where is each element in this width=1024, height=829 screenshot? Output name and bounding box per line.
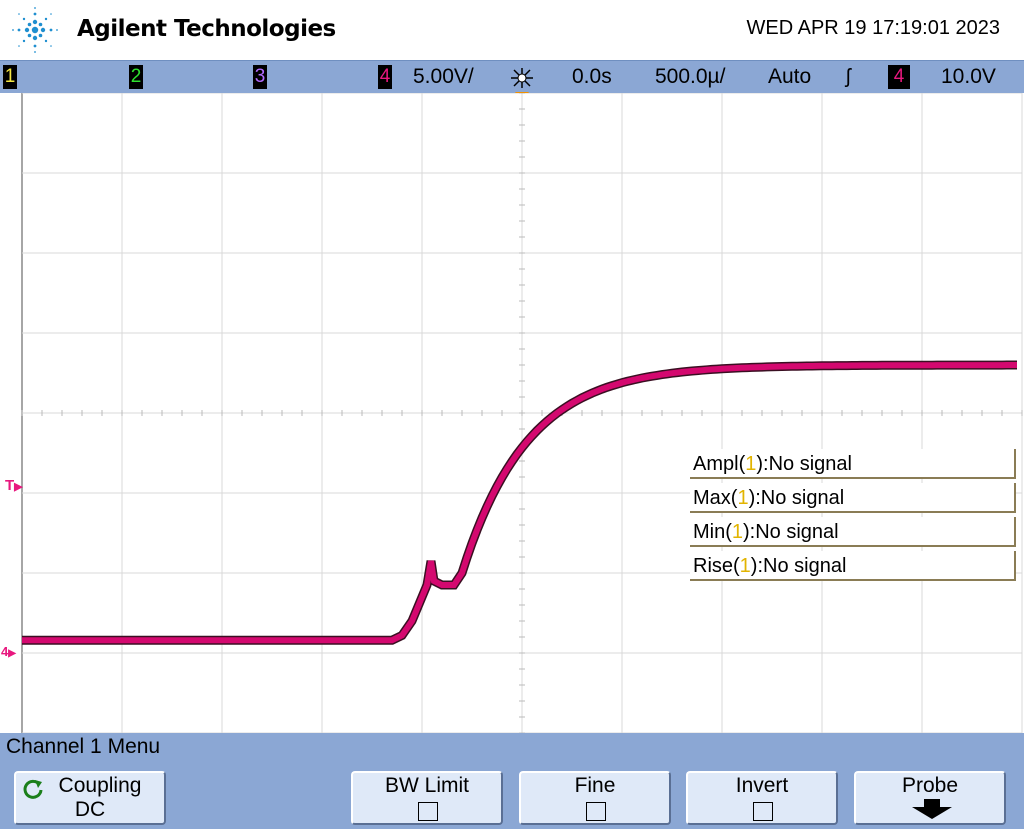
menu-title: Channel 1 Menu — [6, 735, 161, 758]
coupling-softkey[interactable]: Coupling DC — [14, 771, 166, 825]
fine-checkbox[interactable] — [586, 802, 606, 821]
timebase-scale: 500.0µ/ — [655, 65, 726, 88]
fine-label: Fine — [574, 774, 616, 797]
channel-3-indicator[interactable]: 3 — [253, 65, 267, 89]
channel-4-indicator[interactable]: 4 — [378, 65, 392, 89]
trigger-mode: Auto — [768, 65, 812, 88]
probe-softkey[interactable]: Probe — [854, 771, 1006, 825]
fine-softkey[interactable]: Fine — [519, 771, 671, 825]
measurement-max: Max(1):No signal — [690, 483, 1016, 513]
channel-2-indicator[interactable]: 2 — [129, 65, 143, 89]
submenu-arrow-down-icon — [912, 799, 952, 819]
ch4-ground-marker[interactable]: 4▶ — [1, 644, 16, 659]
trigger-level: 10.0V — [941, 65, 996, 88]
status-bar: 1 2 3 4 5.00V/ 0.0s 500.0µ/ Auto ʃ 4 10.… — [0, 60, 1024, 94]
coupling-value: DC — [74, 798, 106, 821]
trigger-level-marker[interactable]: T▶ — [5, 477, 23, 494]
trigger-source-indicator: 4 — [888, 65, 910, 89]
measurement-min: Min(1):No signal — [690, 517, 1016, 547]
ch4-vertical-scale: 5.00V/ — [413, 65, 474, 88]
bw-limit-softkey[interactable]: BW Limit — [351, 771, 503, 825]
header: Agilent Technologies WED APR 19 17:19:01… — [0, 0, 1024, 60]
probe-label: Probe — [901, 774, 959, 797]
measurement-rise: Rise(1):No signal — [690, 551, 1016, 581]
invert-checkbox[interactable] — [753, 802, 773, 821]
waveform-trace — [22, 362, 1017, 644]
time-reference-icon — [511, 68, 533, 88]
coupling-label: Coupling — [58, 774, 142, 797]
time-reference-value: 0.0s — [572, 65, 612, 88]
invert-softkey[interactable]: Invert — [686, 771, 838, 825]
scope-display[interactable]: T▶ 4▶ — [0, 93, 1024, 733]
trigger-slope-icon: ʃ — [846, 66, 851, 88]
channel-4-waveform — [22, 360, 1017, 645]
channel-1-indicator[interactable]: 1 — [3, 65, 17, 89]
softkey-menu: Channel 1 Menu Coupling DC BW Limit Fine… — [0, 733, 1024, 829]
measurement-amplitude: Ampl(1):No signal — [690, 449, 1016, 479]
invert-label: Invert — [735, 774, 789, 797]
brand-name: Agilent Technologies — [77, 16, 336, 42]
waveform-graticule — [21, 93, 1023, 733]
datetime: WED APR 19 17:19:01 2023 — [746, 17, 1001, 39]
graticule-grid — [21, 93, 1023, 733]
bw-limit-checkbox[interactable] — [418, 802, 438, 821]
bw-limit-label: BW Limit — [385, 774, 469, 797]
rotate-knob-icon — [23, 779, 43, 799]
agilent-logo-icon — [12, 7, 58, 53]
